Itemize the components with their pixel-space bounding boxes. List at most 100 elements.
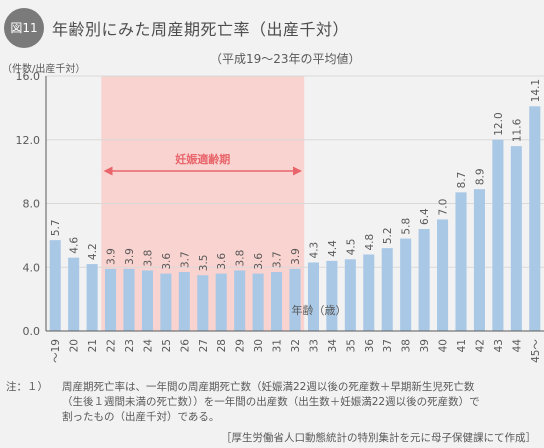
- data-label: 3.5: [198, 255, 210, 272]
- y-tick-label: 8.0: [23, 198, 41, 211]
- bar: [381, 248, 393, 331]
- x-tick-label: 31: [272, 339, 284, 352]
- x-tick-label: 45〜: [530, 339, 542, 363]
- data-label: 3.9: [290, 248, 302, 265]
- footnote-label: 注：１）: [6, 381, 48, 393]
- data-label: 3.8: [235, 250, 247, 267]
- source-note: ［厚生労働省人口動態統計の特別集計を元に母子保健課にて作成］: [221, 432, 536, 444]
- data-label: 12.0: [493, 112, 505, 135]
- data-label: 4.2: [87, 243, 99, 260]
- bar-chart: 妊娠適齢期 0.0 4.0 8.0 12.0 16.0 5.7 〜19 4.6 20 4.2 21…: [16, 70, 544, 363]
- bar: [123, 268, 135, 331]
- x-tick-label: 29: [235, 339, 247, 352]
- x-tick-label: 36: [364, 339, 376, 353]
- y-tick-label: 12.0: [16, 134, 41, 147]
- data-label: 3.7: [179, 251, 191, 268]
- data-label: 5.7: [50, 219, 62, 236]
- data-label: 8.7: [456, 172, 468, 189]
- x-tick-label: 22: [106, 339, 118, 352]
- footnote-line: 周産期死亡率は、一年間の周産期死亡数（妊娠満22週以後の死産数＋早期新生児死亡数: [62, 381, 475, 393]
- bar: [455, 192, 467, 331]
- bar: [510, 146, 522, 331]
- y-tick-label: 16.0: [16, 70, 41, 83]
- bar: [418, 229, 430, 331]
- x-tick-label: 41: [456, 339, 468, 352]
- bar: [197, 275, 209, 331]
- x-tick-label: 24: [142, 339, 154, 353]
- highlight-band-label: 妊娠適齢期: [175, 152, 230, 166]
- x-tick-label: 37: [382, 339, 394, 352]
- data-label: 5.8: [401, 218, 413, 235]
- x-tick-label: 39: [419, 339, 431, 352]
- data-label: 3.6: [216, 253, 228, 270]
- data-label: 4.8: [364, 234, 376, 251]
- data-label: 11.6: [511, 118, 523, 142]
- x-tick-label: 43: [493, 339, 505, 352]
- data-label: 4.4: [327, 240, 339, 257]
- y-axis-unit-label: （件数/出産千対）: [2, 64, 86, 75]
- bar: [252, 273, 264, 331]
- bar: [492, 139, 504, 331]
- data-label: 4.5: [345, 239, 357, 256]
- x-tick-label: 34: [327, 339, 339, 353]
- bar: [344, 259, 356, 331]
- data-label: 3.6: [161, 253, 173, 270]
- data-label: 14.1: [530, 79, 542, 102]
- data-label: 3.8: [142, 250, 154, 267]
- footnote-line: 割ったもの（出産千対）である。: [62, 411, 220, 423]
- x-tick-label: 20: [69, 339, 81, 352]
- bar: [326, 260, 338, 331]
- x-tick-label: 32: [290, 339, 302, 352]
- x-tick-label: 30: [253, 339, 265, 352]
- bar: [437, 219, 449, 331]
- data-label: 5.2: [382, 227, 394, 244]
- data-label: 8.9: [474, 168, 486, 185]
- chart-title: 年齢別にみた周産期死亡率（出産千対）: [52, 20, 350, 39]
- x-tick-label: 21: [87, 339, 99, 352]
- bar: [234, 270, 246, 331]
- x-tick-label: 38: [401, 339, 413, 352]
- footnote-line: （生後１週間未満の死亡数））を一年間の出産数（出生数＋妊娠満22週以後の死産数）…: [62, 396, 480, 408]
- data-label: 3.9: [106, 248, 118, 265]
- bar: [400, 238, 412, 331]
- bar: [178, 272, 190, 331]
- x-tick-label: 42: [474, 339, 486, 352]
- data-label: 3.6: [253, 253, 265, 270]
- y-tick-label: 4.0: [23, 261, 41, 274]
- x-tick-label: 〜19: [50, 339, 62, 363]
- x-tick-label: 23: [124, 339, 136, 352]
- x-tick-label: 25: [161, 339, 173, 352]
- x-tick-label: 33: [308, 339, 320, 352]
- figure-header: 図11 年齢別にみた周産期死亡率（出産千対）: [0, 6, 544, 48]
- bar: [160, 273, 172, 331]
- bar: [363, 254, 375, 331]
- bar: [473, 189, 485, 331]
- x-tick-label: 35: [345, 339, 357, 352]
- bar: [271, 272, 283, 331]
- data-label: 6.4: [419, 208, 431, 225]
- x-tick-label: 40: [438, 339, 450, 352]
- bar: [49, 240, 61, 331]
- bar: [307, 262, 319, 331]
- chart-subtitle: （平成19〜23年の平均値）: [210, 52, 361, 66]
- figure-number-badge: 図11: [4, 8, 44, 48]
- data-label: 3.9: [124, 248, 136, 265]
- bar: [529, 106, 541, 331]
- x-axis-title: 年齢（歳）: [291, 303, 346, 317]
- bar: [105, 268, 117, 331]
- bar: [86, 264, 98, 331]
- x-tick-label: 44: [511, 339, 523, 353]
- data-label: 4.6: [69, 237, 81, 254]
- footnotes: 注：１） 周産期死亡率は、一年間の周産期死亡数（妊娠満22週以後の死産数＋早期新…: [6, 380, 540, 425]
- data-label: 3.7: [272, 251, 284, 268]
- bar: [289, 268, 301, 331]
- bar: [215, 273, 227, 331]
- x-tick-label: 28: [216, 339, 228, 352]
- y-tick-label: 0.0: [23, 325, 41, 338]
- data-label: 4.3: [308, 242, 320, 259]
- x-tick-label: 26: [179, 339, 191, 353]
- data-label: 7.0: [438, 199, 450, 216]
- bar: [141, 270, 153, 331]
- bar: [68, 257, 80, 331]
- x-tick-label: 27: [198, 339, 210, 352]
